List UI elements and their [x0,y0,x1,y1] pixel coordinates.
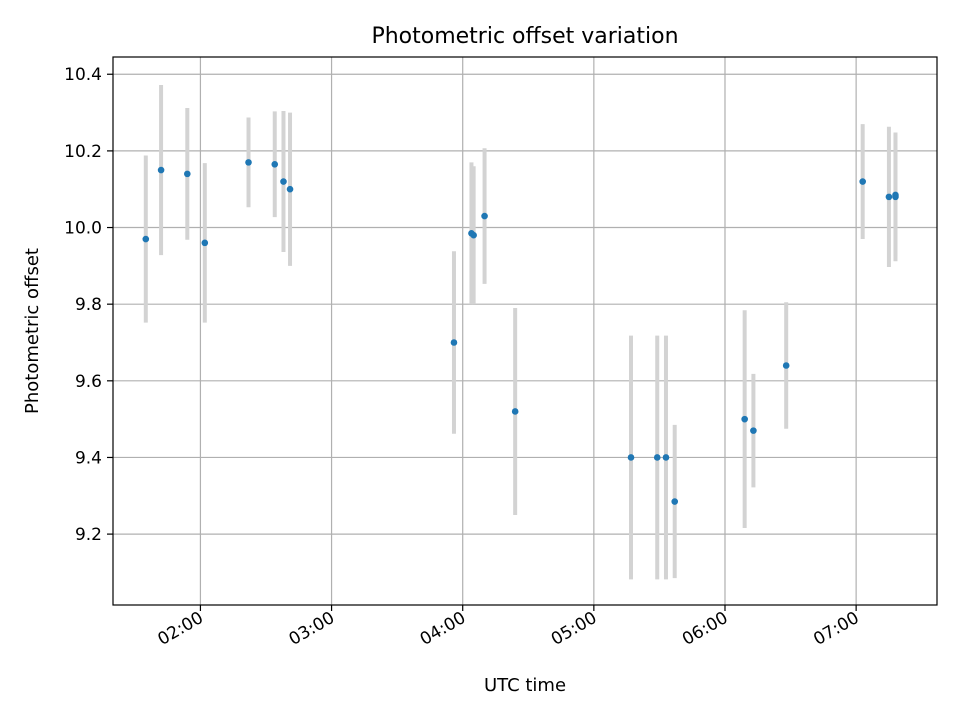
data-point [741,415,748,423]
error-bars [143,84,898,580]
data-point [271,161,279,168]
data-point [286,185,294,193]
data-point [280,178,287,185]
data-point [782,362,790,369]
x-tick-label: 05:00 [548,608,600,650]
y-axis: 9.2 9.4 9.6 9.8 10.0 10.2 10.4 [64,65,113,545]
x-axis-label: UTC time [484,675,566,696]
y-tick-label: 9.2 [75,525,102,545]
chart-title: Photometric offset variation [371,24,678,49]
plot-area [112,56,938,606]
y-tick-label: 10.4 [64,65,102,85]
data-point [511,408,519,415]
data-point [481,212,488,220]
y-tick-label: 9.8 [75,295,102,315]
data-point [653,454,661,461]
x-tick-label: 07:00 [810,608,862,650]
data-point [892,191,899,199]
data-point [470,231,477,239]
data-point [184,170,191,178]
y-tick-label: 10.2 [64,142,102,162]
data-point [662,454,670,461]
x-tick-label: 06:00 [679,608,731,650]
data-point [885,193,893,201]
x-tick-label: 02:00 [154,608,206,650]
y-tick-label: 9.4 [75,448,102,468]
x-tick-label: 03:00 [286,608,338,650]
x-tick-label: 04:00 [417,608,469,650]
y-axis-label: Photometric offset [22,248,43,414]
data-point [627,454,635,461]
y-tick-label: 9.6 [75,372,102,392]
data-point [750,427,757,434]
data-point [450,339,458,346]
data-point [671,498,679,505]
data-point [201,239,209,247]
y-tick-label: 10.0 [64,219,102,239]
data-point [245,159,252,166]
grid [113,57,937,605]
data-points [142,159,899,505]
x-axis: 02:00 03:00 04:00 05:00 06:00 07:00 [154,605,863,650]
data-point [859,178,866,185]
data-point [142,235,150,243]
data-point [157,166,165,174]
